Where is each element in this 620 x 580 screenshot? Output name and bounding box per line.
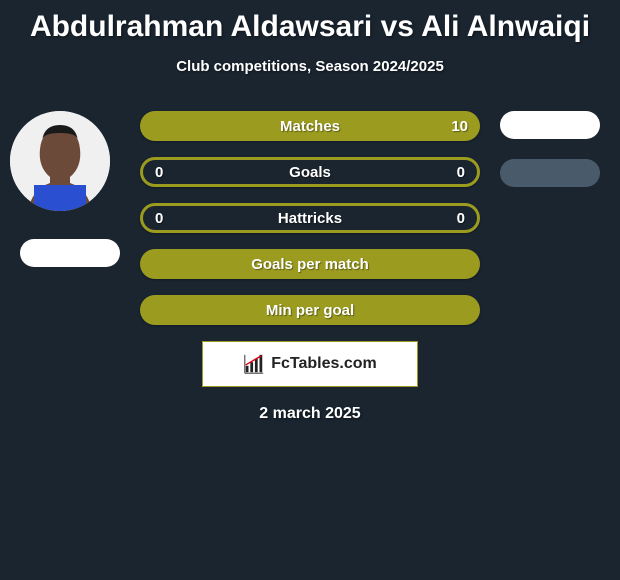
side-indicator-right-1 xyxy=(500,111,600,139)
snapshot-date: 2 march 2025 xyxy=(0,405,620,423)
stat-row-matches: Matches 10 xyxy=(140,111,480,141)
avatar-placeholder-icon xyxy=(10,111,110,211)
comparison-body: Matches 10 0 Goals 0 0 Hattricks 0 Goals… xyxy=(0,111,620,325)
stat-left-value: 0 xyxy=(155,164,163,181)
side-indicator-left-1 xyxy=(20,239,120,267)
stat-label: Matches xyxy=(280,118,340,135)
stat-label: Goals xyxy=(289,164,331,181)
stat-rows: Matches 10 0 Goals 0 0 Hattricks 0 Goals… xyxy=(140,111,480,325)
stat-label: Hattricks xyxy=(278,210,342,227)
stat-row-min-per-goal: Min per goal xyxy=(140,295,480,325)
stat-right-value: 0 xyxy=(457,210,465,227)
comparison-subtitle: Club competitions, Season 2024/2025 xyxy=(0,58,620,75)
stat-right-value: 0 xyxy=(457,164,465,181)
side-indicator-right-2 xyxy=(500,159,600,187)
source-logo-text: FcTables.com xyxy=(271,355,377,373)
stat-left-value: 0 xyxy=(155,210,163,227)
stat-label: Goals per match xyxy=(251,256,369,273)
bar-chart-icon xyxy=(243,353,265,375)
stat-row-goals: 0 Goals 0 xyxy=(140,157,480,187)
player-left-avatar xyxy=(10,111,110,211)
source-logo: FcTables.com xyxy=(202,341,418,387)
comparison-title: Abdulrahman Aldawsari vs Ali Alnwaiqi xyxy=(0,0,620,44)
stat-label: Min per goal xyxy=(266,302,354,319)
stat-right-value: 10 xyxy=(451,118,468,135)
stat-row-hattricks: 0 Hattricks 0 xyxy=(140,203,480,233)
stat-row-goals-per-match: Goals per match xyxy=(140,249,480,279)
